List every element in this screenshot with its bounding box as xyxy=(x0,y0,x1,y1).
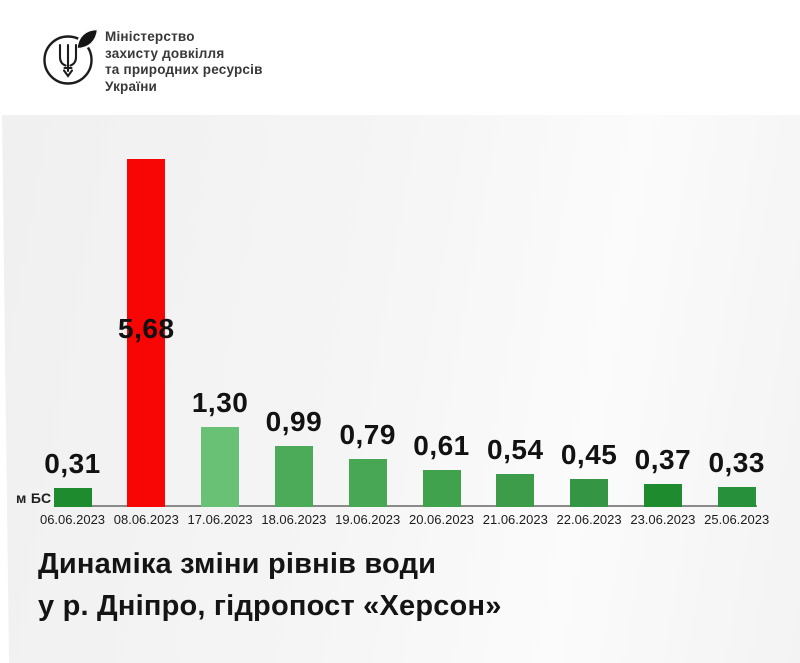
value-label-23.06.2023: 0,37 xyxy=(634,444,692,475)
x-tick-17.06.2023: 17.06.2023 xyxy=(187,512,253,527)
value-label-21.06.2023: 0,54 xyxy=(487,434,544,465)
x-tick-06.06.2023: 06.06.2023 xyxy=(39,512,106,527)
value-label-18.06.2023: 0,99 xyxy=(265,406,323,437)
ministry-name-line: та природних ресурсів xyxy=(105,62,263,77)
x-tick-20.06.2023: 20.06.2023 xyxy=(408,512,475,527)
ministry-name-line: захисту довкілля xyxy=(105,45,225,61)
value-label-08.06.2023: 5,68 xyxy=(118,313,175,344)
plot-area: м БС 0,31 5,68 1,30 0,99 0,79 0,61 0,54 0,45 0,3… xyxy=(0,115,800,507)
y-axis-unit-label: м БС xyxy=(16,490,52,506)
value-label-22.06.2023: 0,45 xyxy=(560,439,618,470)
bar-22.06.2023 xyxy=(570,479,609,507)
chart-title: Динаміка зміни рівнів води у р. Дніпро, … xyxy=(38,543,502,627)
bar-21.06.2023 xyxy=(496,474,535,507)
x-tick-21.06.2023: 21.06.2023 xyxy=(482,512,548,527)
bar-18.06.2023 xyxy=(274,446,313,507)
value-label-17.06.2023: 1,30 xyxy=(191,387,249,418)
x-tick-23.06.2023: 23.06.2023 xyxy=(630,512,696,527)
water-level-bar-chart: м БС 0,31 5,68 1,30 0,99 0,79 0,61 0,54 0,45 0,3… xyxy=(0,115,800,535)
bar-17.06.2023 xyxy=(201,427,240,507)
value-label-25.06.2023: 0,33 xyxy=(708,447,765,478)
x-tick-25.06.2023: 25.06.2023 xyxy=(704,512,770,527)
value-label-19.06.2023: 0,79 xyxy=(339,419,396,450)
header: Міністерство захисту довкілля та природн… xyxy=(0,0,800,115)
ministry-name-line: України xyxy=(105,78,158,94)
ministry-name-line: Міністерство xyxy=(105,29,195,44)
ministry-trident-leaf-logo-icon xyxy=(43,27,100,85)
ministry-name: Міністерство захисту довкілля та природн… xyxy=(105,29,263,95)
x-tick-08.06.2023: 08.06.2023 xyxy=(113,512,179,527)
x-tick-18.06.2023: 18.06.2023 xyxy=(261,512,327,527)
x-tick-19.06.2023: 19.06.2023 xyxy=(335,512,401,527)
x-tick-22.06.2023: 22.06.2023 xyxy=(556,512,622,527)
value-label-06.06.2023: 0,31 xyxy=(44,448,101,479)
bar-23.06.2023 xyxy=(643,484,682,507)
value-label-20.06.2023: 0,61 xyxy=(413,430,470,461)
bar-25.06.2023 xyxy=(717,487,756,507)
bar-08.06.2023 xyxy=(127,159,166,507)
bar-19.06.2023 xyxy=(348,459,387,507)
bar-06.06.2023 xyxy=(53,488,92,507)
bar-20.06.2023 xyxy=(422,470,461,507)
x-axis-line xyxy=(55,505,757,507)
chart-title-line-2: у р. Дніпро, гідропост «Херсон» xyxy=(38,590,502,622)
chart-title-line-1: Динаміка зміни рівнів води xyxy=(38,548,437,580)
